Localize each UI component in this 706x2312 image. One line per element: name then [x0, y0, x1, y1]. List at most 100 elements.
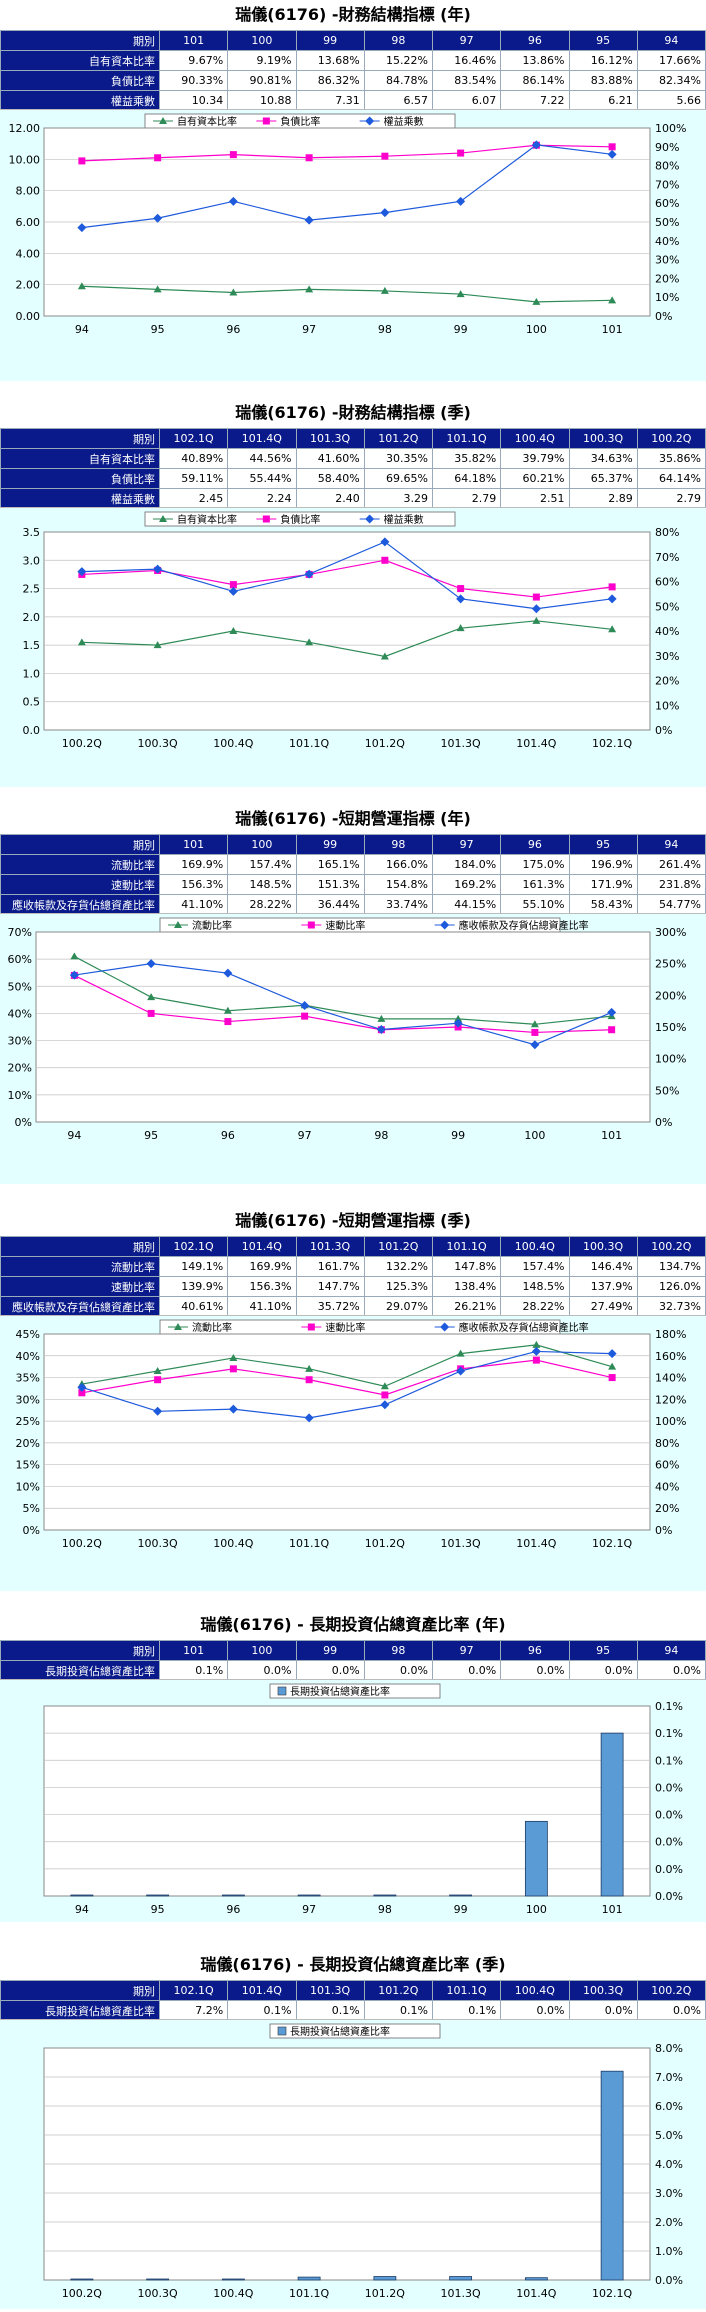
- data-point: [532, 616, 541, 624]
- y-tick-label-right: 140%: [655, 1372, 686, 1385]
- y-tick-label-left: 30%: [8, 1035, 32, 1048]
- x-tick-label: 101.1Q: [289, 1537, 329, 1550]
- header-period: 98: [363, 1640, 434, 1661]
- x-tick-label: 98: [378, 1903, 392, 1916]
- y-tick-label-right: 8.0%: [655, 2042, 683, 2055]
- table-cell: 55.44%: [227, 468, 297, 489]
- chart-area: 流動比率 速動比率 應收帳款及存貨佔總資產比率 0% 5% 10% 15% 20% 25% 30%…: [0, 1315, 706, 1591]
- data-point: [454, 1014, 463, 1022]
- table-cell: 0.1%: [431, 2000, 502, 2021]
- data-point: [380, 208, 390, 218]
- header-period: 101.1Q: [431, 1980, 502, 2001]
- header-period: 96: [500, 834, 570, 855]
- y-tick-label-right: 5.0%: [655, 2129, 683, 2142]
- table-cell: 147.8%: [431, 1256, 502, 1277]
- data-point: [301, 1012, 309, 1020]
- y-tick-label-right: 0%: [655, 1116, 672, 1129]
- table-cell: 35.72%: [295, 1296, 365, 1317]
- y-tick-label-right: 200%: [655, 989, 686, 1002]
- y-tick-label-left: 6.00: [16, 216, 41, 229]
- y-tick-label-left: 2.0: [23, 611, 41, 624]
- table-row: 負債比率 90.33% 90.81% 86.32% 84.78% 83.54% …: [0, 70, 706, 91]
- y-tick-label-right: 40%: [655, 625, 679, 638]
- legend-label: 自有資本比率: [177, 115, 237, 128]
- table-row: 負債比率 59.11% 55.44% 58.40% 69.65% 64.18% …: [0, 468, 706, 489]
- y-tick-label-left: 1.0: [23, 667, 41, 680]
- y-tick-label-left: 0.5: [23, 696, 41, 709]
- bar: [221, 1894, 245, 1897]
- data-point: [229, 627, 238, 634]
- y-tick-label-right: 0.1%: [655, 1700, 683, 1713]
- y-tick-label-right: 0.0%: [655, 2274, 683, 2287]
- table-cell: 3.29: [363, 488, 434, 509]
- y-tick-label-right: 80%: [655, 160, 679, 173]
- bar: [600, 2070, 624, 2281]
- x-tick-label: 100.3Q: [138, 1537, 178, 1550]
- data-point: [153, 641, 162, 649]
- row-label: 流動比率: [0, 1256, 160, 1277]
- chart-legend: 長期投資佔總資產比率: [269, 2023, 441, 2039]
- series-line: [74, 955, 612, 1025]
- y-tick-label-right: 0.0%: [655, 1890, 683, 1903]
- x-tick-label: 101.2Q: [365, 1537, 405, 1550]
- section-long-term-investment-annual: 瑞儀(6176) - 長期投資佔總資產比率 (年) 期別 101 100 99 …: [0, 1610, 706, 1681]
- x-tick-label: 101: [601, 1129, 622, 1142]
- header-period: 97: [431, 1640, 502, 1661]
- table-cell: 35.86%: [636, 448, 706, 469]
- table-header-row: 期別 102.1Q 101.4Q 101.3Q 101.2Q 101.1Q 10…: [0, 1236, 706, 1257]
- data-point: [229, 581, 237, 589]
- table-cell: 175.0%: [500, 854, 570, 875]
- bar: [70, 1894, 94, 1897]
- y-tick-label-right: 10%: [655, 291, 679, 304]
- table-cell: 28.22%: [500, 1296, 570, 1317]
- table-cell: 27.49%: [568, 1296, 638, 1317]
- row-label: 自有資本比率: [0, 50, 160, 71]
- table-cell: 9.67%: [158, 50, 229, 71]
- header-period: 98: [363, 834, 434, 855]
- series-line: [81, 1350, 613, 1419]
- x-tick-label: 98: [374, 1129, 388, 1142]
- table-cell: 60.21%: [500, 468, 570, 489]
- header-period: 95: [568, 30, 638, 51]
- y-tick-label-right: 7.0%: [655, 2071, 683, 2084]
- y-tick-label-left: 25%: [16, 1415, 40, 1428]
- data-point: [531, 1028, 539, 1036]
- table-cell: 0.0%: [500, 1660, 570, 1681]
- data-point: [305, 638, 314, 646]
- table-cell: 28.22%: [227, 894, 297, 915]
- chart-legend: 流動比率 速動比率 應收帳款及存貨佔總資產比率: [159, 917, 589, 933]
- table-cell: 0.0%: [636, 2000, 706, 2021]
- data-point: [456, 594, 466, 604]
- table-cell: 40.61%: [158, 1296, 229, 1317]
- x-tick-label: 101.3Q: [441, 2287, 481, 2300]
- table-row: 應收帳款及存貨佔總資產比率 40.61% 41.10% 35.72% 29.07…: [0, 1296, 706, 1317]
- section-financial-structure-quarterly: 瑞儀(6176) -財務結構指標 (季) 期別 102.1Q 101.4Q 10…: [0, 398, 706, 509]
- y-tick-label-left: 20%: [16, 1437, 40, 1450]
- table-header-row: 期別 101 100 99 98 97 96 95 94: [0, 30, 706, 51]
- table-cell: 5.66: [636, 90, 706, 111]
- y-tick-label-right: 30%: [655, 650, 679, 663]
- legend-label: 應收帳款及存貨佔總資產比率: [459, 919, 589, 932]
- table-row: 速動比率 156.3% 148.5% 151.3% 154.8% 169.2% …: [0, 874, 706, 895]
- section-title: 瑞儀(6176) - 長期投資佔總資產比率 (年): [200, 1615, 506, 1634]
- header-period: 101: [158, 834, 229, 855]
- data-point: [153, 213, 163, 223]
- legend-label: 流動比率: [192, 919, 232, 932]
- table-cell: 149.1%: [158, 1256, 229, 1277]
- table-cell: 64.18%: [431, 468, 502, 489]
- data-point: [154, 154, 162, 162]
- table-cell: 0.0%: [568, 1660, 638, 1681]
- header-label: 期別: [0, 1236, 160, 1257]
- data-point: [377, 1014, 386, 1022]
- table-cell: 36.44%: [295, 894, 365, 915]
- table-cell: 64.14%: [636, 468, 706, 489]
- table-cell: 10.34: [158, 90, 229, 111]
- header-period: 101.4Q: [227, 1236, 297, 1257]
- header-period: 99: [295, 30, 365, 51]
- legend-label: 流動比率: [192, 1321, 232, 1334]
- table-cell: 33.74%: [363, 894, 434, 915]
- y-tick-label-right: 0.0%: [655, 1781, 683, 1794]
- table-row: 自有資本比率 9.67% 9.19% 13.68% 15.22% 16.46% …: [0, 50, 706, 71]
- table-cell: 65.37%: [568, 468, 638, 489]
- row-label: 長期投資佔總資產比率: [0, 2000, 160, 2021]
